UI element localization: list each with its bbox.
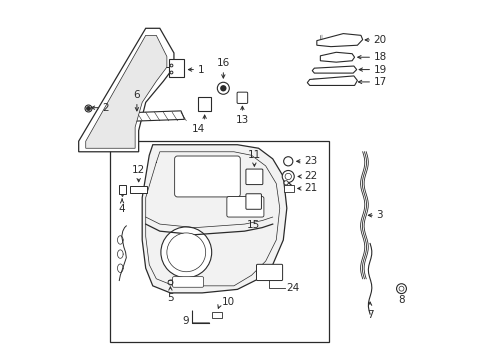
Text: 5: 5 — [167, 293, 173, 303]
Text: 11: 11 — [247, 150, 261, 160]
Bar — [327, 79, 332, 84]
Bar — [169, 59, 184, 77]
Text: 8: 8 — [397, 294, 404, 305]
Circle shape — [220, 85, 226, 91]
Bar — [198, 97, 211, 111]
Circle shape — [283, 157, 292, 166]
Bar — [130, 186, 146, 193]
FancyBboxPatch shape — [226, 197, 264, 217]
FancyBboxPatch shape — [237, 92, 247, 103]
Text: 12: 12 — [132, 165, 145, 175]
Bar — [200, 97, 202, 100]
FancyBboxPatch shape — [174, 156, 240, 197]
Circle shape — [282, 171, 294, 183]
Polygon shape — [142, 145, 286, 293]
Text: 21: 21 — [303, 184, 316, 193]
Text: 4: 4 — [119, 204, 125, 214]
Bar — [206, 97, 208, 100]
Bar — [313, 79, 318, 84]
Bar — [261, 268, 265, 277]
Bar — [110, 141, 328, 342]
Text: 17: 17 — [373, 77, 386, 87]
Text: 2: 2 — [102, 103, 108, 113]
Text: 3: 3 — [376, 210, 382, 220]
Circle shape — [285, 173, 291, 180]
Bar — [271, 268, 276, 277]
Bar — [212, 312, 222, 318]
FancyBboxPatch shape — [245, 169, 263, 185]
Text: 18: 18 — [373, 52, 386, 62]
Circle shape — [161, 227, 211, 278]
Text: 20: 20 — [373, 35, 386, 45]
Text: 7: 7 — [366, 310, 373, 320]
Polygon shape — [306, 76, 357, 85]
Polygon shape — [312, 66, 356, 73]
Text: 19: 19 — [373, 64, 386, 75]
Polygon shape — [316, 33, 362, 47]
Text: 10: 10 — [221, 297, 234, 307]
Circle shape — [284, 181, 287, 185]
Polygon shape — [320, 52, 354, 62]
Bar — [203, 97, 205, 100]
Circle shape — [396, 284, 406, 294]
Bar — [118, 185, 125, 194]
Polygon shape — [79, 28, 174, 152]
FancyBboxPatch shape — [245, 194, 261, 209]
Bar — [341, 79, 346, 84]
Circle shape — [166, 233, 205, 272]
Polygon shape — [85, 35, 166, 148]
Text: 16: 16 — [216, 58, 229, 68]
Bar — [320, 79, 325, 84]
Text: 23: 23 — [303, 156, 316, 166]
Text: 13: 13 — [235, 116, 248, 125]
FancyBboxPatch shape — [256, 264, 282, 280]
Polygon shape — [103, 111, 184, 122]
Bar — [334, 79, 340, 84]
Text: 24: 24 — [285, 283, 299, 293]
FancyBboxPatch shape — [172, 277, 203, 287]
Bar — [266, 268, 270, 277]
Text: 22: 22 — [303, 171, 316, 181]
Text: 6: 6 — [133, 90, 140, 100]
Circle shape — [217, 82, 229, 94]
Circle shape — [398, 286, 403, 291]
Text: 1: 1 — [198, 64, 204, 75]
Text: 9: 9 — [182, 316, 188, 326]
Text: 15: 15 — [246, 220, 260, 230]
Text: 14: 14 — [192, 124, 205, 134]
Bar — [284, 185, 293, 192]
